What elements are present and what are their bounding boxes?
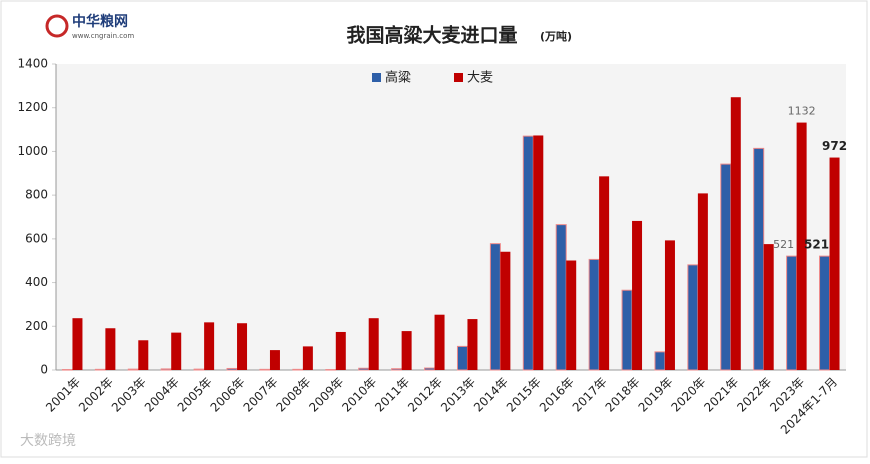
y-tick-label: 600 <box>25 231 48 245</box>
y-tick-label: 1200 <box>17 100 48 114</box>
bar <box>720 163 732 371</box>
bar <box>599 176 610 370</box>
bar <box>237 323 248 370</box>
data-label: 972 <box>822 139 847 153</box>
bar <box>424 367 436 371</box>
bar <box>292 368 304 371</box>
bar <box>697 193 708 370</box>
logo-icon <box>45 14 69 38</box>
y-tick-label: 1400 <box>17 57 48 71</box>
bar <box>325 369 337 371</box>
bar <box>61 369 73 371</box>
y-tick-label: 400 <box>25 275 48 289</box>
bar <box>401 331 412 370</box>
bar <box>533 135 544 370</box>
bar <box>171 332 182 370</box>
chart-subtitle: (万吨) <box>540 29 572 43</box>
bar <box>555 224 567 371</box>
logo-url: www.cngrain.com <box>72 32 134 40</box>
bar <box>753 147 765 371</box>
bar <box>226 367 238 371</box>
plot-area <box>56 64 846 370</box>
bar <box>664 240 675 370</box>
y-tick-label: 200 <box>25 319 48 333</box>
bar <box>193 368 205 371</box>
bar <box>588 258 600 371</box>
legend-swatch <box>372 73 381 82</box>
bar <box>522 135 534 371</box>
bar <box>632 220 643 370</box>
bar <box>204 322 215 370</box>
bar <box>566 260 577 370</box>
bar <box>434 314 445 370</box>
legend: 高粱 大麦 <box>372 70 493 86</box>
bar <box>654 351 666 371</box>
bar <box>489 243 501 371</box>
bar <box>391 368 403 371</box>
bar <box>138 340 149 370</box>
bar <box>269 350 280 370</box>
bar <box>368 318 379 370</box>
bar <box>72 318 83 370</box>
bar <box>730 97 741 371</box>
logo: 中华粮网 www.cngrain.com <box>45 13 134 40</box>
bar <box>302 346 313 370</box>
logo-name: 中华粮网 <box>72 13 128 30</box>
bar <box>763 244 774 370</box>
y-tick-label: 800 <box>25 188 48 202</box>
bar <box>467 319 478 370</box>
data-label: 521 <box>804 238 829 252</box>
bar <box>500 251 511 370</box>
bar <box>687 264 699 371</box>
legend-label: 高粱 <box>385 70 411 86</box>
bar <box>259 368 271 371</box>
bar <box>358 367 370 371</box>
data-label: 521 <box>773 238 794 251</box>
bar <box>796 122 807 370</box>
bar <box>829 157 840 370</box>
y-tick-label: 0 <box>40 363 48 377</box>
bar <box>786 255 798 371</box>
y-tick-label: 1000 <box>17 144 48 158</box>
watermark: 大数跨境 <box>20 433 76 449</box>
legend-swatch <box>454 73 463 82</box>
bar <box>819 255 831 371</box>
chart-title: 我国高粱大麦进口量 <box>346 24 517 47</box>
bar <box>127 368 139 371</box>
bar <box>621 289 633 371</box>
bar <box>160 368 172 371</box>
bar <box>456 345 468 371</box>
bar <box>335 331 346 370</box>
data-label: 1132 <box>788 105 816 118</box>
bar <box>105 328 116 370</box>
bar <box>94 368 106 371</box>
legend-label: 大麦 <box>467 71 493 86</box>
